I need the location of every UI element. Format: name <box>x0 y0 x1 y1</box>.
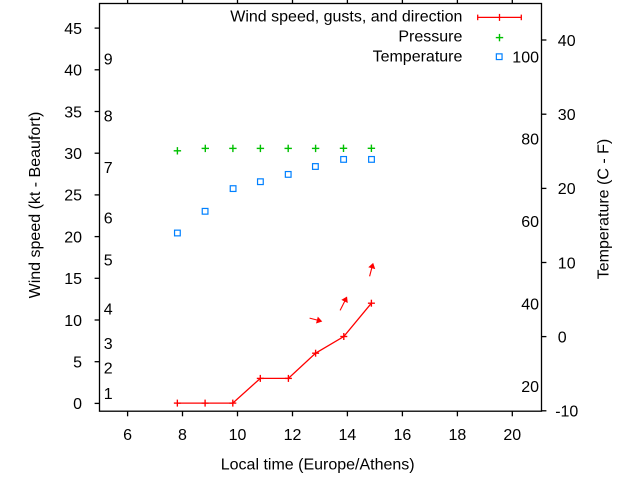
svg-text:20: 20 <box>64 229 82 246</box>
svg-text:100: 100 <box>512 49 539 66</box>
svg-text:10: 10 <box>229 427 247 444</box>
svg-text:40: 40 <box>558 33 576 50</box>
svg-text:3: 3 <box>104 336 113 353</box>
svg-text:30: 30 <box>64 146 82 163</box>
svg-text:18: 18 <box>449 427 467 444</box>
svg-text:1: 1 <box>104 386 113 403</box>
svg-text:6: 6 <box>104 210 113 227</box>
svg-text:Local time (Europe/Athens): Local time (Europe/Athens) <box>221 457 415 474</box>
svg-text:10: 10 <box>64 313 82 330</box>
svg-text:80: 80 <box>521 132 539 149</box>
svg-text:5: 5 <box>73 355 82 372</box>
svg-text:9: 9 <box>104 52 113 69</box>
svg-text:0: 0 <box>73 396 82 413</box>
svg-text:2: 2 <box>104 361 113 378</box>
svg-text:15: 15 <box>64 271 82 288</box>
svg-text:16: 16 <box>394 427 412 444</box>
svg-text:5: 5 <box>104 253 113 270</box>
svg-text:Temperature: Temperature <box>373 48 463 65</box>
svg-text:20: 20 <box>521 379 539 396</box>
svg-text:10: 10 <box>558 255 576 272</box>
svg-text:60: 60 <box>521 214 539 231</box>
svg-text:Wind speed (kt - Beaufort): Wind speed (kt - Beaufort) <box>27 112 44 299</box>
svg-text:8: 8 <box>178 427 187 444</box>
svg-text:40: 40 <box>64 63 82 80</box>
svg-text:30: 30 <box>558 107 576 124</box>
svg-text:-10: -10 <box>555 404 578 421</box>
svg-text:4: 4 <box>104 301 113 318</box>
svg-text:12: 12 <box>284 427 302 444</box>
svg-text:20: 20 <box>503 427 521 444</box>
svg-text:40: 40 <box>521 296 539 313</box>
svg-text:14: 14 <box>339 427 357 444</box>
svg-text:45: 45 <box>64 21 82 38</box>
svg-text:Temperature (C - F): Temperature (C - F) <box>595 139 612 279</box>
svg-text:7: 7 <box>104 160 113 177</box>
svg-text:0: 0 <box>558 329 567 346</box>
svg-text:8: 8 <box>104 108 113 125</box>
svg-text:6: 6 <box>123 427 132 444</box>
svg-text:35: 35 <box>64 104 82 121</box>
svg-text:20: 20 <box>558 181 576 198</box>
svg-text:Wind speed, gusts, and directi: Wind speed, gusts, and direction <box>230 8 462 25</box>
svg-text:25: 25 <box>64 188 82 205</box>
svg-text:Pressure: Pressure <box>398 28 462 45</box>
